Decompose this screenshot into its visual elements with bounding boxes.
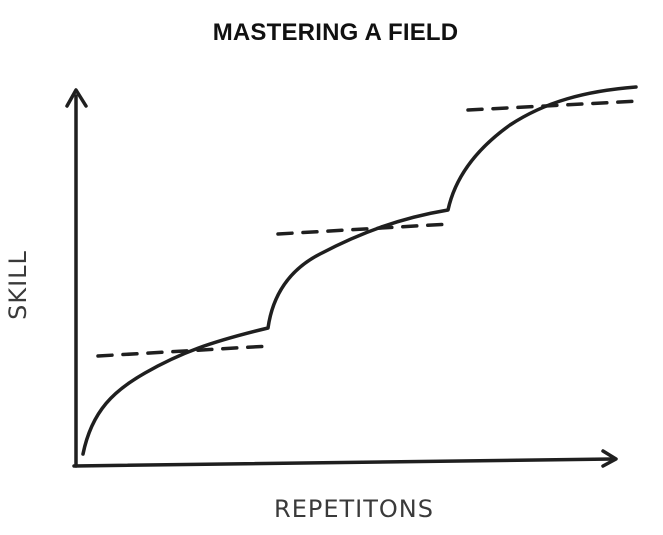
x-axis-label: REPETITONS xyxy=(274,495,434,523)
y-axis-arrowhead xyxy=(65,88,88,108)
x-axis-arrowhead xyxy=(601,449,618,468)
skill-curve xyxy=(81,85,638,456)
x-axis-line xyxy=(72,457,615,468)
y-axis-label: SKILL xyxy=(4,250,32,320)
plateau-line-1 xyxy=(96,344,272,358)
diagram-title: MASTERING A FIELD xyxy=(212,19,459,46)
plateau-line-2 xyxy=(276,222,452,236)
x-axis xyxy=(72,449,618,468)
plateau-line-3 xyxy=(466,99,642,112)
y-axis xyxy=(65,88,88,468)
